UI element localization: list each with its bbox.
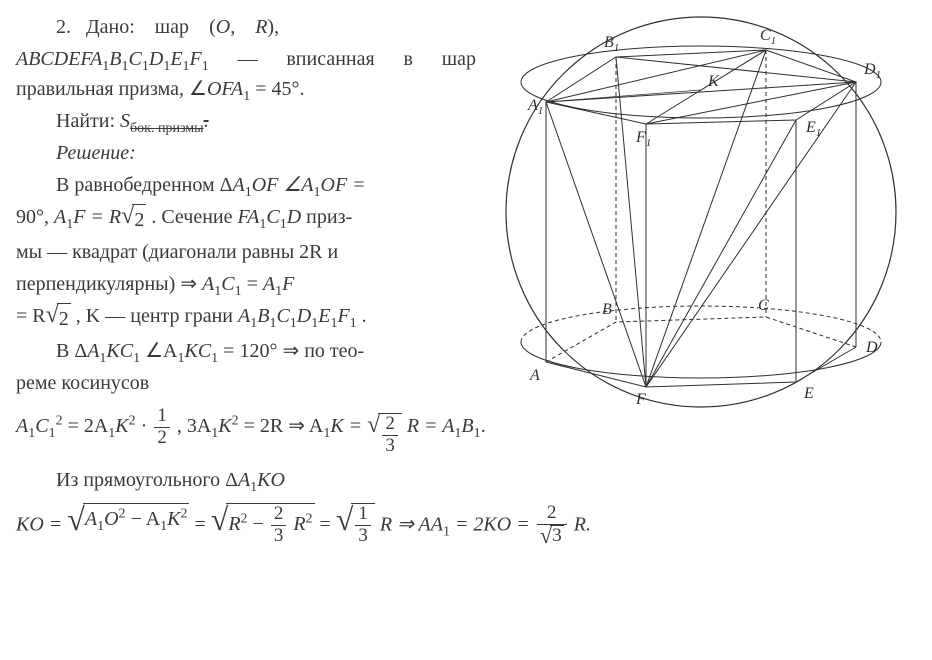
find-label: Найти:	[56, 110, 115, 132]
given-label: Дано:	[86, 16, 135, 38]
svg-text:E: E	[803, 385, 814, 402]
svg-text:D: D	[865, 339, 878, 356]
equation-1: A1C12 = 2A1K2 · 12 , 3A1K2 = 2R ⇒ A1K = …	[16, 406, 916, 457]
svg-text:C: C	[758, 297, 769, 314]
geometry-figure: A1B1C1D1E1F1ABCDEFK	[486, 12, 916, 412]
svg-text:D1: D1	[863, 61, 881, 81]
svg-text:A: A	[529, 367, 540, 384]
solution-label: Решение:	[56, 142, 136, 164]
svg-text:F1: F1	[635, 129, 651, 149]
problem-content: A1B1C1D1E1F1ABCDEFK 2. Дано: шар (O, R),…	[16, 12, 916, 549]
equation-2: KO = √ A1O2 − A1K2 = √ R2 − 23 R2 = √13 …	[16, 503, 916, 549]
given-object: шар	[155, 16, 189, 38]
problem-text: 2. Дано: шар (O, R), ABCDEFA1B1C1D1E1F1 …	[16, 12, 476, 366]
svg-text:F: F	[635, 391, 646, 408]
svg-text:E1: E1	[805, 119, 821, 139]
problem-number: 2.	[56, 16, 71, 38]
svg-text:C1: C1	[760, 27, 776, 47]
svg-text:K: K	[707, 73, 720, 90]
svg-text:B: B	[602, 301, 612, 318]
